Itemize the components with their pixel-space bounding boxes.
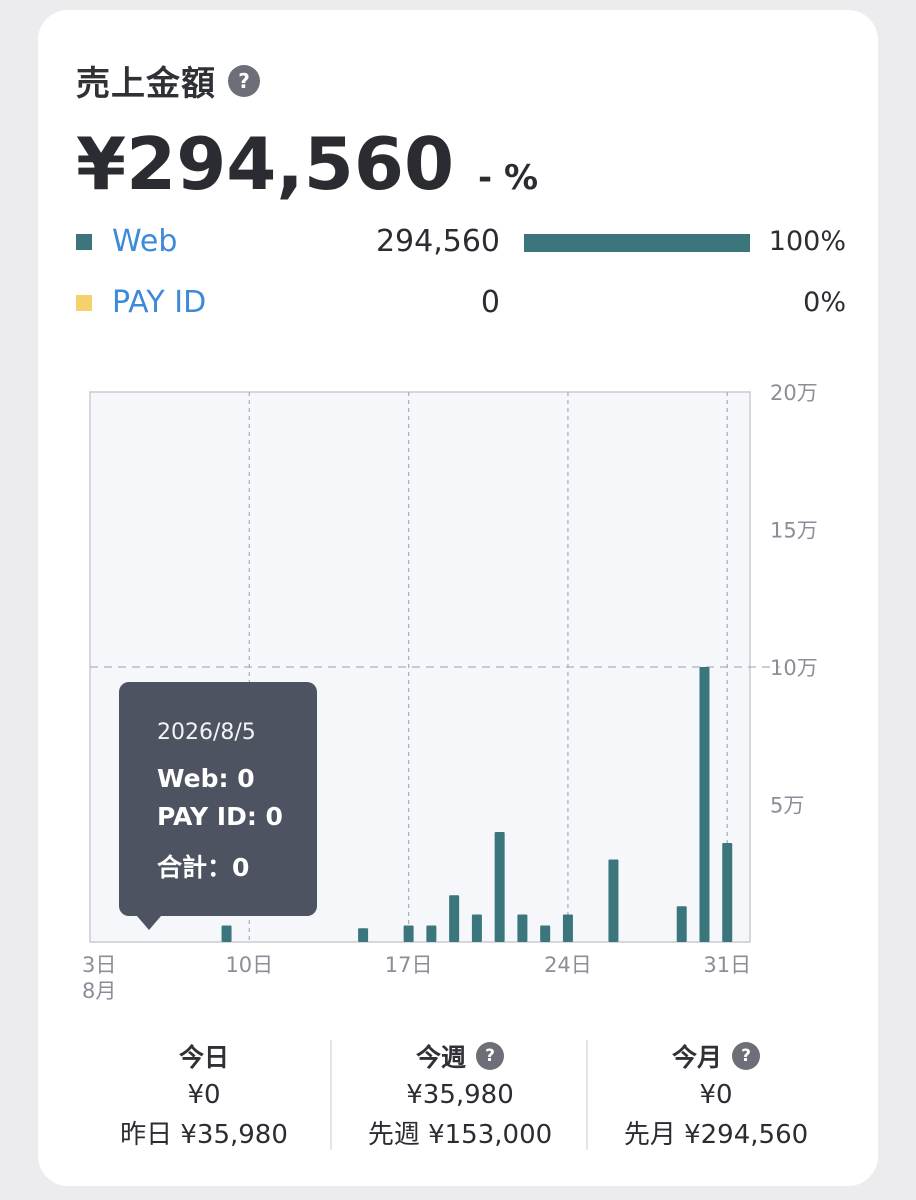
x-tick-label: 3日: [82, 953, 116, 977]
payid-legend-swatch: [76, 295, 92, 311]
payid-source-link[interactable]: PAY ID: [112, 285, 207, 320]
stat-last-month-value: 先月 ¥294,560: [623, 1120, 809, 1150]
chart-bar: [403, 925, 414, 942]
y-tick-label: 20万: [770, 381, 818, 405]
title-row: 売上金額 ?: [76, 56, 260, 105]
y-tick-label: 10万: [770, 656, 818, 680]
chart-bar: [494, 832, 505, 942]
month-help-icon[interactable]: ?: [732, 1042, 760, 1070]
chart-bar: [608, 859, 619, 942]
help-icon[interactable]: ?: [228, 64, 260, 97]
sales-card: 売上金額 ? ¥294,560 - % Web 294,560 100% PAY…: [38, 10, 878, 1186]
chart-bar: [517, 914, 528, 942]
web-legend-swatch: [76, 234, 92, 250]
stat-month-value: ¥0: [699, 1080, 733, 1110]
y-tick-label: 5万: [770, 794, 804, 818]
chart-bar: [358, 928, 369, 942]
tooltip-payid: PAY ID: 0: [157, 802, 283, 831]
x-tick-label: 31日: [703, 953, 751, 977]
web-share-bar: [524, 234, 750, 252]
source-row-payid: PAY ID 0 0%: [76, 283, 846, 323]
chart-bar: [449, 895, 460, 942]
chart-bar: [426, 925, 437, 942]
week-help-icon[interactable]: ?: [476, 1042, 504, 1070]
tooltip-total: 合計：0: [157, 853, 250, 882]
chart-bar: [722, 843, 733, 942]
stat-today-value: ¥0: [187, 1080, 221, 1110]
web-source-percent: 100%: [768, 226, 846, 257]
x-tick-label: 17日: [385, 953, 433, 977]
total-amount: ¥294,560: [76, 122, 455, 206]
payid-source-value: 0: [480, 285, 500, 320]
stat-week-value: ¥35,980: [406, 1080, 514, 1110]
stat-month: 今月 ? ¥0 先月 ¥294,560: [588, 1040, 844, 1151]
stat-divider: [330, 1040, 332, 1150]
change-percent: - %: [478, 158, 539, 198]
stat-today: 今日 ¥0 昨日 ¥35,980: [76, 1040, 332, 1151]
chart-tooltip: 2026/8/5 Web: 0 PAY ID: 0 合計：0: [119, 682, 317, 930]
tooltip-web: Web: 0: [157, 764, 255, 793]
y-tick-label: 15万: [770, 519, 818, 543]
stat-divider: [586, 1040, 588, 1150]
x-tick-label: 24日: [544, 953, 592, 977]
stat-today-label: 今日: [178, 1043, 229, 1072]
stat-week: 今週 ? ¥35,980 先週 ¥153,000: [332, 1040, 588, 1151]
stat-last-week-value: 先週 ¥153,000: [367, 1120, 553, 1150]
chart-bar: [221, 925, 232, 942]
stat-week-label: 今週: [415, 1043, 466, 1072]
chart-bar: [562, 914, 573, 942]
period-stats: 今日 ¥0 昨日 ¥35,980 今週 ? ¥35,980 先週 ¥153,00…: [38, 1040, 878, 1150]
x-tick-label: 10日: [225, 953, 273, 977]
chart-bar: [699, 667, 710, 942]
card-title: 売上金額: [76, 64, 216, 104]
source-row-web: Web 294,560 100%: [76, 222, 846, 262]
x-month-label: 8月: [82, 979, 116, 1003]
tooltip-date: 2026/8/5: [157, 720, 256, 745]
chart-bar: [676, 906, 687, 942]
web-source-link[interactable]: Web: [112, 224, 178, 259]
chart-bar: [540, 925, 551, 942]
web-source-value: 294,560: [375, 224, 500, 259]
stat-month-label: 今月: [671, 1043, 722, 1072]
stat-yesterday-value: 昨日 ¥35,980: [120, 1120, 288, 1150]
amount-row: ¥294,560 - %: [76, 122, 538, 206]
chart-bar: [471, 914, 482, 942]
payid-source-percent: 0%: [803, 287, 846, 318]
